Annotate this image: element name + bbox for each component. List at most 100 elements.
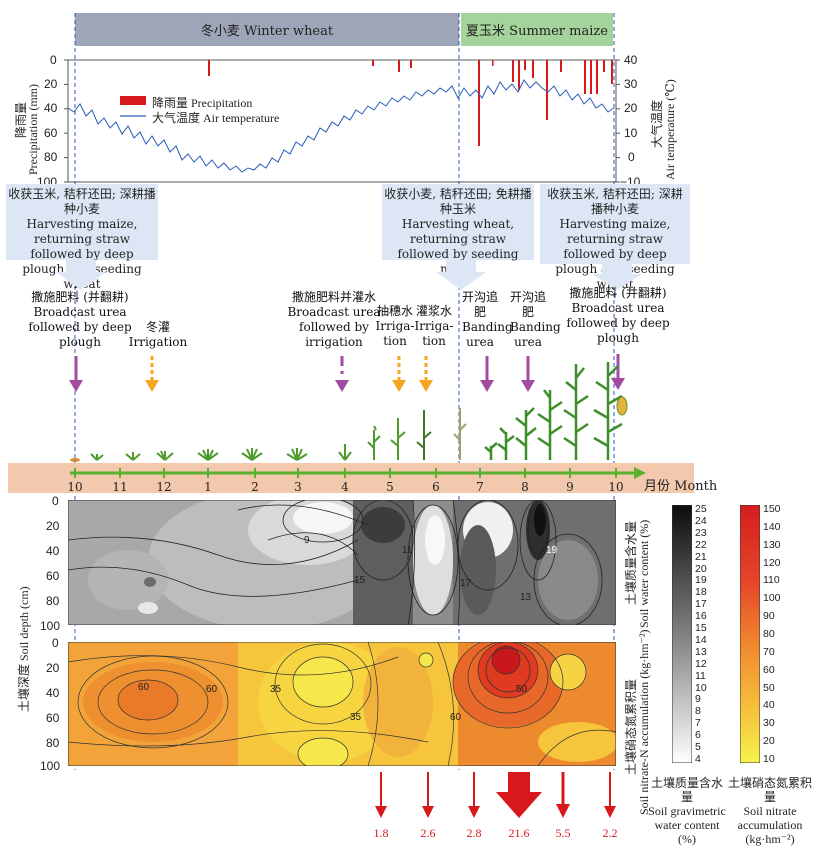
nitrate-contour-label: 60 <box>206 684 218 695</box>
precip-axis-ticks <box>64 59 68 183</box>
operation-broadcast-urea-1: 撒施肥料 (并翻耕) Broadcast urea followed by de… <box>20 290 140 350</box>
maize-plant-icons <box>484 362 628 460</box>
month-label: 1 <box>204 480 212 494</box>
depth-tick: 80 <box>46 736 60 750</box>
depth-tick: 100 <box>40 759 61 773</box>
water-contour-label: 9 <box>304 535 310 546</box>
temp-legend-label: 大气温度 Air temperature <box>152 111 280 125</box>
colorbar-title-cn: 土壤硝态氮累积量 <box>728 776 813 804</box>
precip-tick: 20 <box>44 77 58 91</box>
colorbar-tick-label: 30 <box>763 717 775 730</box>
temp-tick: 20 <box>624 101 638 115</box>
operation-en: Banding urea <box>510 320 561 349</box>
temp-tick: 30 <box>624 77 638 91</box>
colorbar-tick-label: 23 <box>695 526 707 539</box>
operation-winter-irrigation: 冬灌 Irrigation <box>128 320 188 350</box>
depth-tick: 60 <box>46 711 60 725</box>
colorbar-tick-label: 4 <box>695 753 701 765</box>
timeline-band <box>8 463 694 493</box>
callout-harvest-maize-2: 收获玉米, 秸秆还田; 深耕播种小麦 Harvesting maize, ret… <box>540 184 690 291</box>
precip-tick: 0 <box>50 53 57 67</box>
operation-cn: 冬灌 <box>145 320 170 334</box>
colorbar-tick-label: 5 <box>695 741 701 754</box>
operation-cn: 撒施肥料并灌水 <box>291 290 376 304</box>
colorbar-tick-label: 110 <box>763 574 780 587</box>
operation-cn: 撒施肥料 (并翻耕) <box>569 286 667 300</box>
depth-tick: 40 <box>46 544 60 558</box>
colorbar-tick-label: 12 <box>695 657 707 670</box>
precip-legend-swatch <box>120 96 146 105</box>
colorbar-tick-label: 150 <box>763 503 781 515</box>
precip-tick: 80 <box>44 150 58 164</box>
climate-chart <box>64 59 620 183</box>
month-label: 6 <box>432 480 440 494</box>
fertilizer-arrow-icon <box>69 356 83 392</box>
colorbar-tick-label: 10 <box>763 753 775 765</box>
operation-en: Irrigation <box>128 335 188 349</box>
month-label: 2 <box>251 480 259 494</box>
depth-tick: 20 <box>46 661 60 675</box>
month-label: 12 <box>156 480 172 494</box>
water-contour-label: 19 <box>546 545 558 556</box>
colorbar-tick-label: 17 <box>695 598 707 611</box>
operation-cn: 开沟追肥 <box>462 290 499 319</box>
large-leaching-arrow-icon <box>496 772 542 818</box>
operation-cn: 开沟追肥 <box>510 290 547 319</box>
fertilizer-arrow-icon <box>335 356 349 392</box>
colorbar-tick-label: 20 <box>763 735 775 748</box>
callout-arrow-2 <box>436 260 486 290</box>
nitrate-contour-label: 35 <box>270 684 282 695</box>
colorbar-title-en: Soil gravimetric water content (%) <box>648 804 726 846</box>
colorbar-tick-label: 130 <box>763 538 781 551</box>
depth-tick: 0 <box>52 494 59 508</box>
depth-tick: 20 <box>46 519 60 533</box>
callout-arrow-3 <box>592 264 642 290</box>
water-contour-label: 17 <box>460 578 472 589</box>
water-contour-label: 13 <box>520 592 532 603</box>
colorbar-tick-label: 18 <box>695 586 707 599</box>
leaching-value: 2.8 <box>466 826 482 840</box>
colorbar-tick-label: 21 <box>695 550 707 563</box>
month-label: 8 <box>521 480 529 494</box>
colorbar-tick-label: 60 <box>763 663 775 676</box>
operation-banding-urea-1: 开沟追肥 Banding urea <box>462 290 513 350</box>
month-axis-title: 月份 Month <box>644 479 718 494</box>
colorbar-tick-label: 15 <box>695 622 707 635</box>
nitrate-contour-label: 50 <box>516 684 528 695</box>
colorbar-tick-label: 90 <box>763 610 775 623</box>
fertilizer-arrow-icon <box>521 356 535 392</box>
nitrate-colorbar-title: 土壤硝态氮累积量 Soil nitrate accumulation (kg·h… <box>728 776 812 846</box>
operation-cn: 灌浆水 <box>415 304 452 318</box>
leaching-value: 2.2 <box>602 826 618 840</box>
water-contour-label: 11 <box>402 545 413 556</box>
depth-tick: 80 <box>46 594 60 608</box>
irrigation-arrow-icon <box>145 356 159 392</box>
month-label: 10 <box>67 480 83 494</box>
colorbar-tick-label: 9 <box>695 693 701 706</box>
colorbar-tick-label: 16 <box>695 610 707 623</box>
depth-tick: 60 <box>46 569 60 583</box>
colorbar-tick-label: 19 <box>695 574 707 587</box>
colorbar-tick-label: 80 <box>763 628 775 640</box>
colorbar-tick-label: 24 <box>695 514 707 527</box>
colorbar-tick-label: 120 <box>763 556 781 569</box>
colorbar-tick-label: 20 <box>695 562 707 575</box>
colorbar-tick-label: 100 <box>763 592 781 605</box>
winter-wheat-label: 冬小麦 Winter wheat <box>200 24 334 39</box>
colorbar-tick-label: 40 <box>763 699 775 712</box>
operation-cn: 撒施肥料 (并翻耕) <box>31 290 129 304</box>
month-label: 9 <box>566 480 574 494</box>
colorbar-title-en: Soil nitrate accumulation (kg·hm⁻²) <box>737 804 803 846</box>
operation-en: Broadcast urea followed by deep plough <box>28 305 132 349</box>
leaching-value: 5.5 <box>555 826 571 840</box>
callout-cn: 收获玉米, 秸秆还田; 深耕播种小麦 <box>547 187 683 216</box>
month-label: 5 <box>386 480 394 494</box>
temp-tick: 0 <box>628 150 635 164</box>
operation-banding-urea-2: 开沟追肥 Banding urea <box>510 290 561 350</box>
precip-legend-label: 降雨量 Precipitation <box>152 96 253 110</box>
fertilizer-arrow-icon <box>480 356 494 392</box>
summer-maize-label: 夏玉米 Summer maize <box>466 24 608 39</box>
nitrate-contour-label: 60 <box>450 712 462 723</box>
summer-maize-season-bar: 夏玉米 Summer maize <box>461 13 613 46</box>
air-temperature-line <box>67 79 615 173</box>
